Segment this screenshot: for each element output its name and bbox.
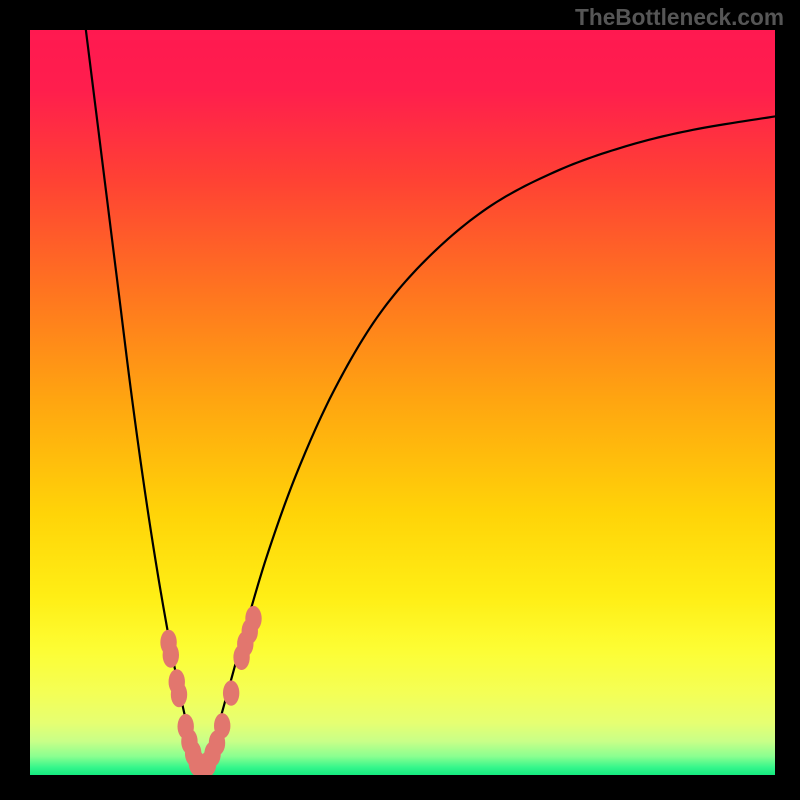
curve-marker (214, 713, 230, 738)
plot-background (30, 30, 775, 775)
watermark-text: TheBottleneck.com (575, 4, 784, 31)
plot-area (30, 30, 775, 775)
curve-marker (171, 682, 187, 707)
curve-marker (245, 606, 261, 631)
curve-marker (223, 680, 239, 705)
curve-marker (163, 642, 179, 667)
plot-svg (30, 30, 775, 775)
chart-canvas: TheBottleneck.com (0, 0, 800, 800)
